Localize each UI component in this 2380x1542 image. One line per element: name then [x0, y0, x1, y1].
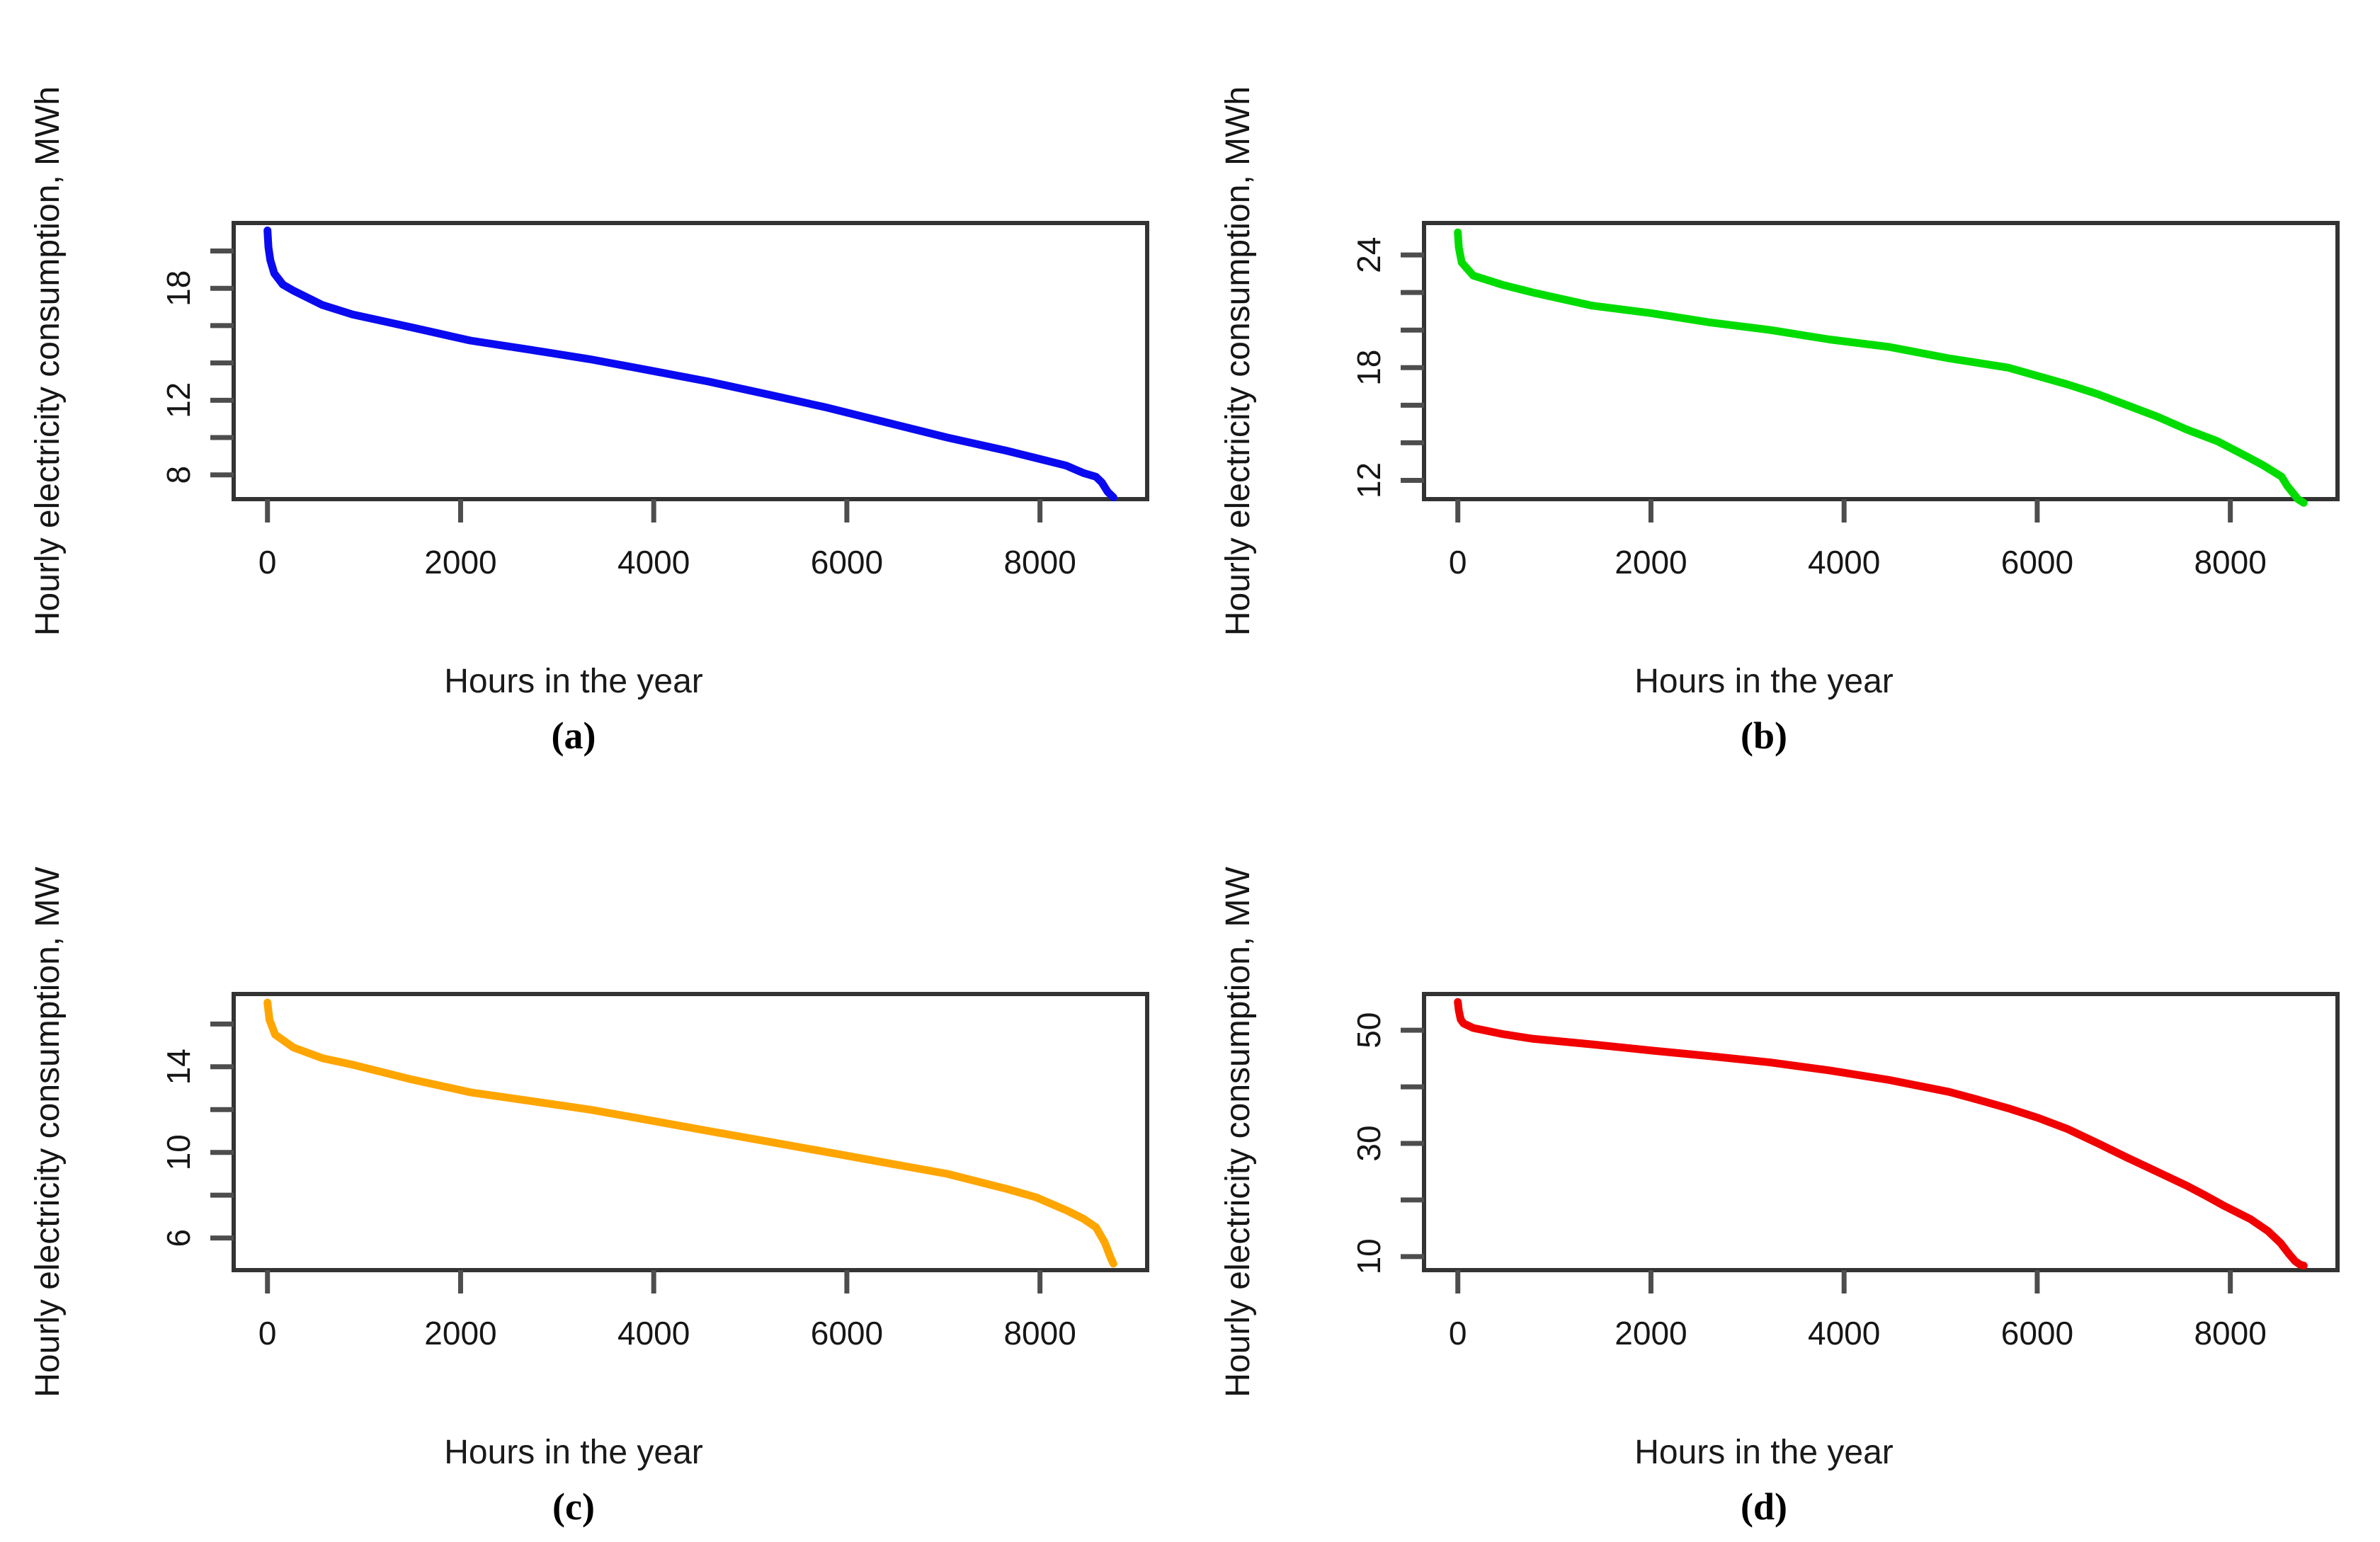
- x-tick-label: 0: [1449, 544, 1467, 581]
- x-tick-label: 8000: [1003, 1315, 1076, 1352]
- plot-box: [232, 992, 1149, 1272]
- duration-curve: [1454, 228, 2308, 507]
- y-tick-label: 18: [160, 270, 197, 307]
- x-tick-label: 2000: [1615, 544, 1687, 581]
- x-tick-label: 4000: [1808, 1315, 1880, 1352]
- y-tick-label: 12: [160, 382, 197, 418]
- plot-box: [1422, 992, 2340, 1272]
- panel-d: Hourly electricity consumption, MW 0 2000…: [1190, 771, 2380, 1542]
- panel-caption-d: (d): [1741, 1485, 1787, 1528]
- duration-curve: [263, 998, 1117, 1268]
- plot-area-d: 0 2000 4000 6000 8000 10 30 50: [1350, 992, 2340, 1352]
- plot-area-c: 0 2000 4000 6000 8000 6 10 14: [160, 992, 1149, 1352]
- panel-caption-a: (a): [551, 714, 596, 757]
- x-axis-label-c: Hours in the year: [444, 1434, 703, 1471]
- y-tick-label: 50: [1350, 1012, 1387, 1049]
- x-tick-label: 2000: [424, 1315, 496, 1352]
- x-tick-label: 4000: [617, 1315, 690, 1352]
- x-tick-label: 2000: [1615, 1315, 1687, 1352]
- x-tick-label: 8000: [2194, 1315, 2266, 1352]
- plot-box: [232, 221, 1149, 501]
- y-tick-label: 18: [1350, 350, 1387, 386]
- panel-c: Hourly electricity consumption, MW 0 2000…: [0, 771, 1190, 1542]
- x-tick-label: 0: [258, 1315, 277, 1352]
- x-tick-label: 6000: [2001, 544, 2073, 581]
- x-tick-label: 6000: [811, 544, 883, 581]
- y-tick-label: 30: [1350, 1125, 1387, 1161]
- plot-area-b: 0 2000 4000 6000 8000 12 18 24: [1350, 221, 2340, 581]
- x-tick-label: 6000: [811, 1315, 883, 1352]
- x-tick-label: 8000: [2194, 544, 2266, 581]
- x-tick-label: 0: [1449, 1315, 1467, 1352]
- panel-caption-c: (c): [552, 1485, 595, 1528]
- x-tick-label: 2000: [424, 544, 496, 581]
- duration-curve: [1454, 998, 2308, 1270]
- x-tick-label: 4000: [1808, 544, 1880, 581]
- x-axis-label-a: Hours in the year: [444, 663, 703, 700]
- y-tick-label: 10: [1350, 1238, 1387, 1274]
- plot-area-a: 0 2000 4000 6000 8000 8 12 18: [160, 221, 1149, 581]
- panel-b: Hourly electricity consumption, MWh 0 200…: [1190, 0, 2380, 771]
- y-tick-label: 14: [160, 1049, 197, 1085]
- y-tick-label: 10: [160, 1134, 197, 1170]
- x-tick-label: 6000: [2001, 1315, 2073, 1352]
- plot-box: [1422, 221, 2340, 501]
- y-tick-label: 24: [1350, 237, 1387, 273]
- y-tick-label: 6: [160, 1229, 197, 1247]
- x-axis-label-d: Hours in the year: [1634, 1434, 1894, 1471]
- y-tick-label: 12: [1350, 462, 1387, 498]
- y-tick-label: 8: [160, 466, 197, 484]
- x-tick-label: 4000: [617, 544, 690, 581]
- x-tick-label: 0: [258, 544, 277, 581]
- duration-curve: [263, 227, 1117, 501]
- x-tick-label: 8000: [1003, 544, 1076, 581]
- panel-a: Hourly electricity consumption, MWh 0 200…: [0, 0, 1190, 771]
- panel-caption-b: (b): [1741, 714, 1787, 757]
- x-axis-label-b: Hours in the year: [1634, 663, 1894, 700]
